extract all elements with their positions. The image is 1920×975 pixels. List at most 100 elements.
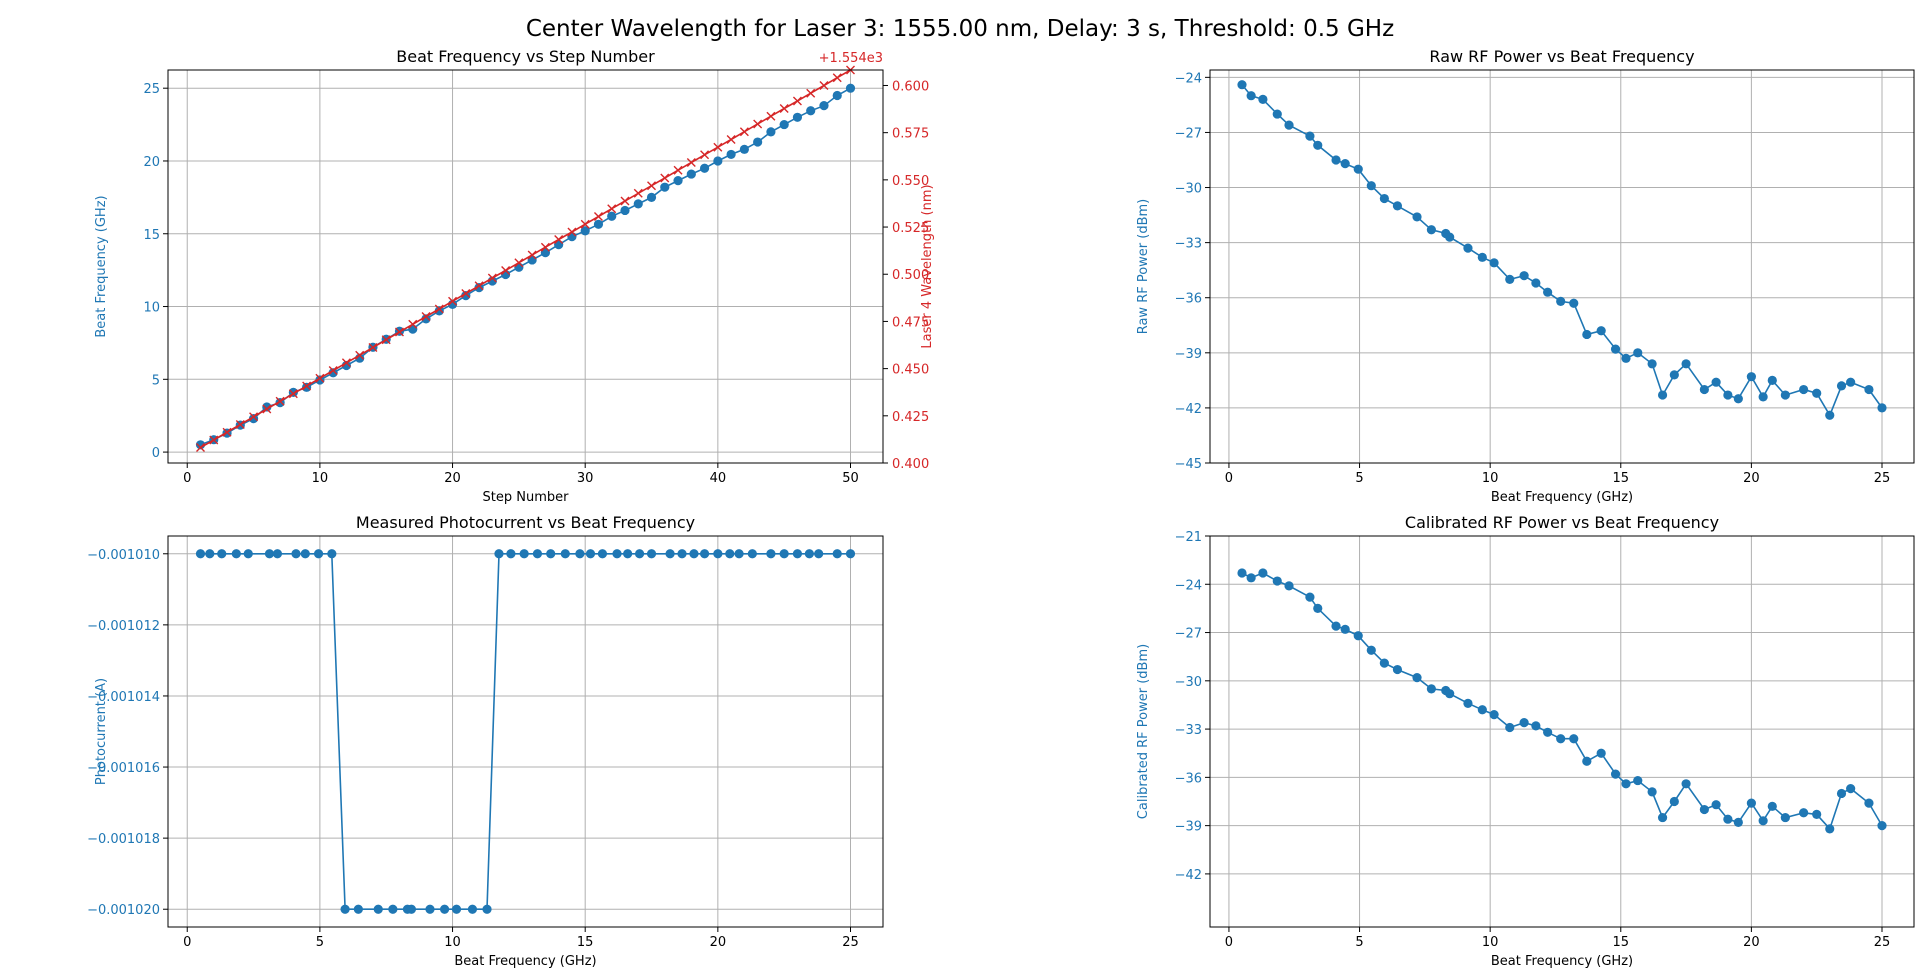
data-point — [580, 226, 590, 236]
y-tick-label: −0.001016 — [87, 761, 160, 776]
data-point — [1758, 816, 1768, 826]
data-point — [1463, 243, 1473, 253]
data-point — [819, 101, 829, 111]
data-point — [439, 904, 450, 914]
data-point-x — [501, 265, 511, 275]
x-tick-label: 0 — [1225, 471, 1233, 486]
data-point — [1733, 394, 1743, 404]
data-point — [388, 904, 398, 914]
data-point — [633, 199, 643, 209]
y-tick-label: −0.001014 — [87, 690, 160, 705]
data-point — [814, 549, 824, 559]
x-axis-label: Step Number — [483, 490, 570, 505]
data-point — [689, 549, 699, 559]
data-point — [1305, 131, 1315, 141]
data-point-x — [222, 427, 232, 437]
data-point — [766, 549, 776, 559]
data-point — [1647, 787, 1657, 797]
data-point — [1366, 181, 1376, 191]
x-tick-label: 0 — [183, 471, 191, 486]
data-point-x — [235, 419, 245, 429]
x-tick-label: 10 — [1482, 935, 1499, 950]
axes-frame — [1209, 535, 1915, 928]
y-tick-label: −21 — [1175, 530, 1202, 545]
right-y-tick-label: 0.525 — [892, 221, 929, 236]
data-point-x — [288, 389, 298, 399]
data-point — [264, 549, 275, 559]
data-point — [451, 904, 462, 914]
x-tick-label: 50 — [842, 471, 859, 486]
y-tick-label: −36 — [1175, 292, 1202, 307]
data-point — [673, 176, 683, 186]
data-point — [373, 904, 383, 914]
data-point — [1412, 672, 1422, 683]
right-y-tick-label: 0.500 — [892, 268, 929, 283]
y-tick-label: 5 — [152, 373, 160, 388]
data-point — [243, 549, 253, 559]
data-point — [1313, 140, 1323, 150]
data-point-x — [739, 127, 749, 137]
x-tick-label: 25 — [1874, 935, 1891, 950]
data-point — [1313, 603, 1323, 614]
data-point-x — [421, 312, 431, 322]
y-tick-label: 15 — [143, 228, 160, 243]
data-point — [1780, 390, 1790, 400]
y-tick-label: −45 — [1175, 457, 1202, 472]
chart-title: Raw RF Power vs Beat Frequency — [1429, 47, 1694, 66]
data-point-x — [554, 235, 564, 245]
data-point-x — [580, 219, 590, 229]
data-point-x — [461, 288, 471, 298]
x-tick-label: 15 — [1613, 471, 1630, 486]
data-point — [1877, 821, 1887, 831]
data-point-x — [408, 319, 418, 329]
series-line — [200, 69, 851, 449]
x-tick-label: 5 — [1355, 471, 1363, 486]
data-point — [421, 314, 431, 324]
chart-title: Measured Photocurrent vs Beat Frequency — [356, 513, 695, 532]
data-point-x — [753, 119, 763, 129]
right-axis-offset: +1.554e3 — [819, 51, 883, 66]
data-point — [1699, 804, 1709, 815]
x-tick-label: 15 — [577, 935, 594, 950]
data-point-x — [302, 381, 312, 391]
data-point — [699, 163, 710, 173]
data-point — [1556, 734, 1566, 744]
chart-raw-rf-power: 0 5 10 15 20 25 −45 −42 −39 −36 −33 −30 −27 −24 Raw RF… — [1136, 47, 1915, 505]
data-point-x — [540, 242, 550, 252]
x-axis-label: Beat Frequency (GHz) — [454, 954, 596, 969]
data-point-x — [328, 366, 338, 376]
y-tick-label: −42 — [1175, 868, 1202, 883]
data-point — [506, 549, 516, 559]
data-point — [560, 549, 570, 559]
x-tick-label: 40 — [710, 471, 727, 486]
data-point — [713, 549, 723, 559]
data-point-x — [832, 73, 842, 83]
y-tick-label: −24 — [1175, 71, 1202, 86]
x-tick-label: 20 — [710, 935, 727, 950]
data-point-x — [819, 80, 829, 90]
data-point — [1621, 779, 1631, 789]
data-point — [1799, 384, 1809, 395]
data-point — [1569, 298, 1579, 308]
data-point — [699, 549, 710, 559]
y-tick-label: −0.001018 — [87, 832, 160, 847]
data-point — [1723, 814, 1733, 824]
data-point-x — [355, 350, 365, 360]
data-point-x — [700, 150, 710, 160]
x-tick-label: 30 — [577, 471, 594, 486]
data-point-x — [660, 173, 670, 183]
data-point — [792, 549, 803, 559]
data-point — [806, 106, 816, 116]
y-tick-label: −0.001010 — [87, 548, 160, 563]
data-point — [1272, 576, 1282, 586]
data-point — [1284, 581, 1294, 591]
data-point — [461, 291, 471, 301]
data-point — [1246, 91, 1256, 101]
data-point — [1531, 278, 1541, 288]
x-tick-label: 15 — [1613, 935, 1630, 950]
data-point — [195, 549, 206, 559]
y-tick-label: −27 — [1175, 627, 1202, 642]
data-point — [291, 549, 301, 559]
axes-frame — [1209, 69, 1915, 464]
data-point — [217, 549, 227, 559]
